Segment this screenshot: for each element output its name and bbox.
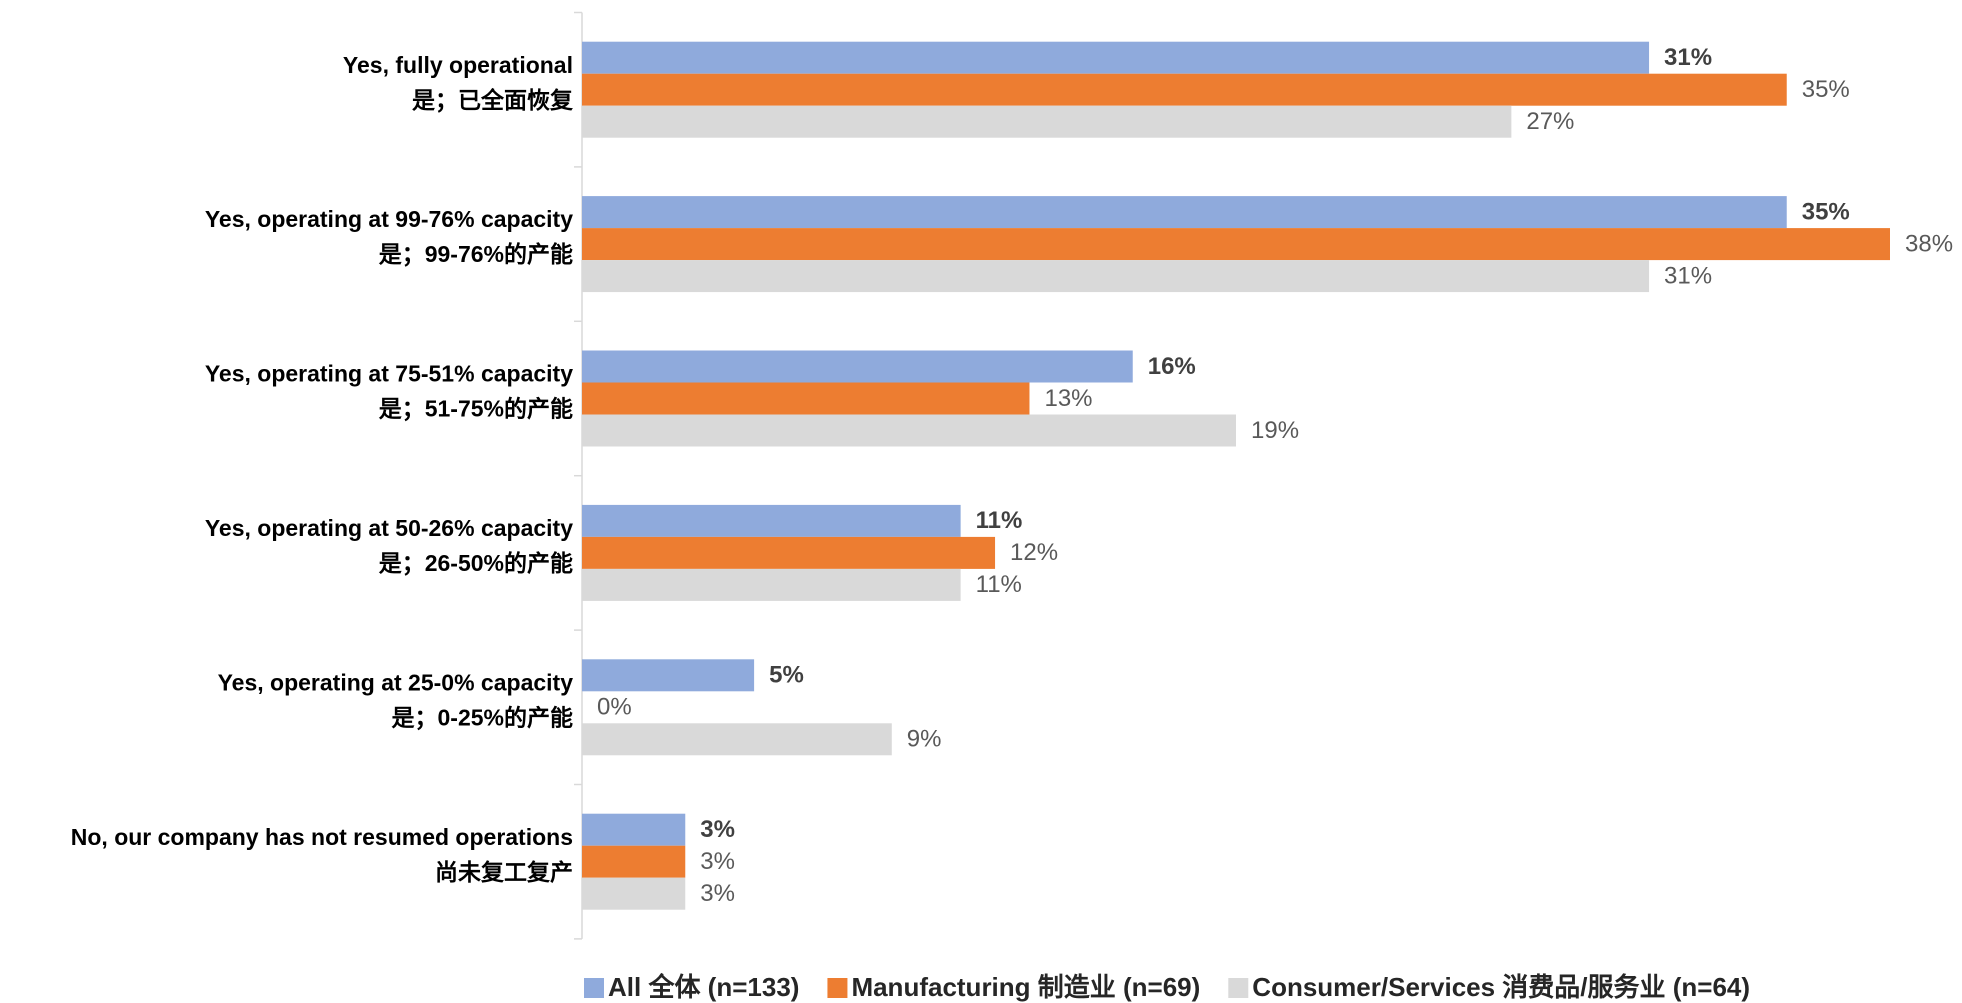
bar: [582, 228, 1890, 261]
bar: [582, 414, 1236, 447]
bar: [582, 536, 996, 569]
value-label: 3%: [700, 880, 735, 907]
legend-label: All 全体 (n=133): [608, 972, 799, 1002]
value-label: 3%: [700, 816, 735, 843]
bar: [582, 659, 755, 692]
bar: [582, 260, 1650, 293]
value-label: 11%: [976, 507, 1023, 534]
category-label: 尚未复工复产: [435, 859, 573, 885]
category-label: 是；0-25%的产能: [392, 704, 573, 730]
value-label: 5%: [769, 662, 804, 689]
category-label: 是；51-75%的产能: [379, 396, 573, 422]
value-label: 3%: [700, 848, 735, 875]
bar: [582, 845, 686, 878]
category-label: 是；99-76%的产能: [379, 241, 573, 267]
bar: [582, 877, 686, 910]
value-label: 31%: [1664, 262, 1712, 289]
category-label: No, our company has not resumed operatio…: [71, 824, 573, 850]
category-label: 是；已全面恢复: [412, 87, 574, 113]
value-label: 12%: [1010, 539, 1058, 566]
bar: [582, 382, 1030, 415]
value-label: 31%: [1664, 44, 1712, 71]
value-label: 35%: [1802, 76, 1850, 103]
legend-label: Consumer/Services 消费品/服务业 (n=64): [1252, 972, 1750, 1002]
category-label: Yes, operating at 25-0% capacity: [218, 669, 574, 695]
value-label: 13%: [1044, 385, 1092, 412]
category-label: Yes, operating at 50-26% capacity: [205, 515, 573, 541]
bar: [582, 41, 1650, 74]
category-label: Yes, operating at 99-76% capacity: [205, 206, 573, 232]
bar: [582, 350, 1133, 383]
legend-swatch: [1228, 978, 1249, 998]
value-label: 11%: [976, 571, 1022, 598]
legend-swatch: [584, 978, 604, 998]
bar: [582, 105, 1512, 138]
value-label: 0%: [597, 694, 632, 721]
category-label: Yes, fully operational: [343, 52, 573, 78]
value-label: 16%: [1148, 353, 1196, 380]
bar: [582, 723, 892, 756]
bar: [582, 568, 961, 601]
bar: [582, 504, 961, 537]
category-label: Yes, operating at 75-51% capacity: [205, 361, 573, 387]
legend-label: Manufacturing 制造业 (n=69): [851, 972, 1200, 1002]
bar: [582, 196, 1787, 229]
value-label: 35%: [1802, 198, 1850, 225]
bar: [582, 73, 1787, 106]
value-label: 9%: [907, 726, 942, 753]
value-label: 19%: [1251, 417, 1299, 444]
value-label: 38%: [1905, 230, 1953, 257]
legend-swatch: [827, 978, 848, 998]
bar: [582, 813, 686, 846]
category-label: 是；26-50%的产能: [379, 550, 573, 576]
value-label: 27%: [1526, 108, 1574, 135]
